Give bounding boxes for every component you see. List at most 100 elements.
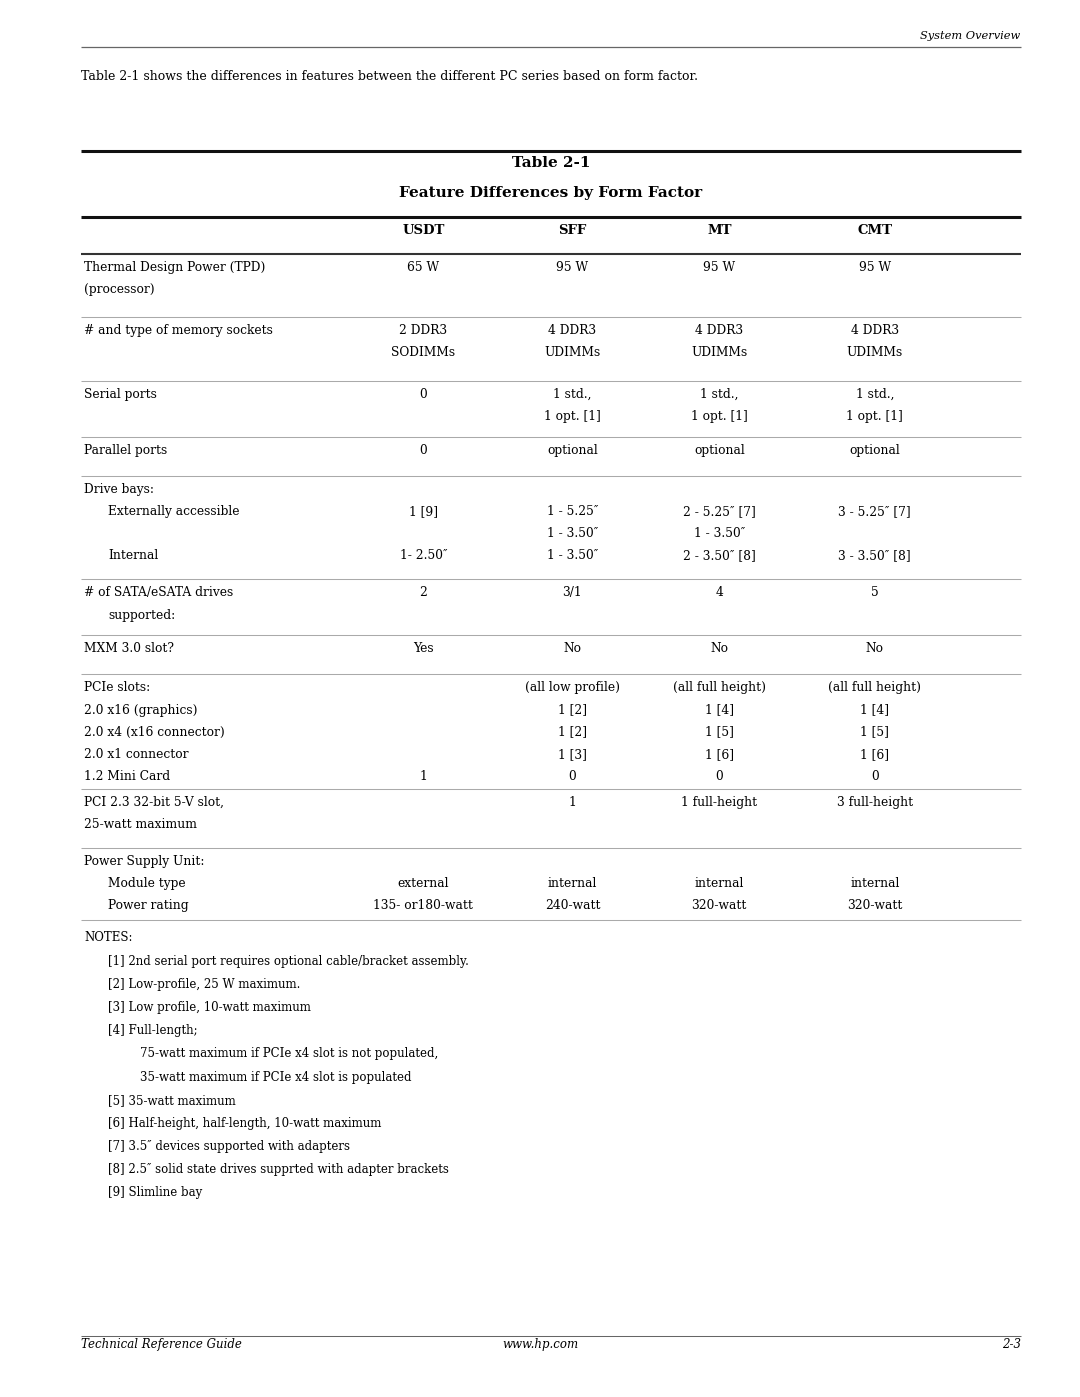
Text: [8] 2.5″ solid state drives supprted with adapter brackets: [8] 2.5″ solid state drives supprted wit…: [108, 1164, 449, 1176]
Text: 1 opt. [1]: 1 opt. [1]: [544, 411, 600, 423]
Text: 1: 1: [568, 796, 577, 809]
Text: 320-watt: 320-watt: [691, 898, 747, 912]
Text: optional: optional: [548, 444, 597, 457]
Text: [3] Low profile, 10-watt maximum: [3] Low profile, 10-watt maximum: [108, 1002, 311, 1014]
Text: 75-watt maximum if PCIe x4 slot is not populated,: 75-watt maximum if PCIe x4 slot is not p…: [140, 1048, 438, 1060]
Text: 1 [3]: 1 [3]: [558, 747, 586, 760]
Text: 2 DDR3: 2 DDR3: [400, 324, 447, 337]
Text: 0: 0: [419, 388, 428, 401]
Text: [7] 3.5″ devices supported with adapters: [7] 3.5″ devices supported with adapters: [108, 1140, 350, 1153]
Text: 1 [6]: 1 [6]: [705, 747, 733, 760]
Text: 2.0 x4 (x16 connector): 2.0 x4 (x16 connector): [84, 725, 225, 739]
Text: SFF: SFF: [558, 224, 586, 237]
Text: 95 W: 95 W: [556, 261, 589, 274]
Text: 1 opt. [1]: 1 opt. [1]: [691, 411, 747, 423]
Text: 5: 5: [870, 587, 879, 599]
Text: # and type of memory sockets: # and type of memory sockets: [84, 324, 273, 337]
Text: Yes: Yes: [413, 643, 434, 655]
Text: Drive bays:: Drive bays:: [84, 483, 154, 496]
Text: 1 [6]: 1 [6]: [861, 747, 889, 760]
Text: Module type: Module type: [108, 877, 186, 890]
Text: PCI 2.3 32-bit 5-V slot,: PCI 2.3 32-bit 5-V slot,: [84, 796, 225, 809]
Text: 3 - 5.25″ [7]: 3 - 5.25″ [7]: [838, 506, 912, 518]
Text: UDIMMs: UDIMMs: [847, 346, 903, 359]
Text: 2 - 5.25″ [7]: 2 - 5.25″ [7]: [683, 506, 756, 518]
Text: Externally accessible: Externally accessible: [108, 506, 240, 518]
Text: (all full height): (all full height): [673, 682, 766, 694]
Text: Parallel ports: Parallel ports: [84, 444, 167, 457]
Text: 35-watt maximum if PCIe x4 slot is populated: 35-watt maximum if PCIe x4 slot is popul…: [140, 1070, 411, 1084]
Text: 0: 0: [568, 770, 577, 782]
Text: 1 full-height: 1 full-height: [681, 796, 757, 809]
Text: Power rating: Power rating: [108, 898, 189, 912]
Text: No: No: [711, 643, 728, 655]
Text: PCIe slots:: PCIe slots:: [84, 682, 150, 694]
Text: 3/1: 3/1: [563, 587, 582, 599]
Text: 0: 0: [715, 770, 724, 782]
Text: 25-watt maximum: 25-watt maximum: [84, 819, 198, 831]
Text: internal: internal: [694, 877, 744, 890]
Text: optional: optional: [694, 444, 744, 457]
Text: supported:: supported:: [108, 609, 175, 622]
Text: [5] 35-watt maximum: [5] 35-watt maximum: [108, 1094, 235, 1106]
Text: 1 [4]: 1 [4]: [861, 704, 889, 717]
Text: 4 DDR3: 4 DDR3: [851, 324, 899, 337]
Text: 240-watt: 240-watt: [544, 898, 600, 912]
Text: # of SATA/eSATA drives: # of SATA/eSATA drives: [84, 587, 233, 599]
Text: 1: 1: [419, 770, 428, 782]
Text: 320-watt: 320-watt: [847, 898, 903, 912]
Text: 1 std.,: 1 std.,: [553, 388, 592, 401]
Text: 2: 2: [419, 587, 428, 599]
Text: MXM 3.0 slot?: MXM 3.0 slot?: [84, 643, 174, 655]
Text: external: external: [397, 877, 449, 890]
Text: [2] Low-profile, 25 W maximum.: [2] Low-profile, 25 W maximum.: [108, 978, 300, 990]
Text: Feature Differences by Form Factor: Feature Differences by Form Factor: [400, 186, 702, 200]
Text: 1 [4]: 1 [4]: [705, 704, 733, 717]
Text: 1 - 3.50″: 1 - 3.50″: [546, 549, 598, 562]
Text: 95 W: 95 W: [703, 261, 735, 274]
Text: Table 2-1 shows the differences in features between the different PC series base: Table 2-1 shows the differences in featu…: [81, 70, 698, 82]
Text: 65 W: 65 W: [407, 261, 440, 274]
Text: SODIMMs: SODIMMs: [391, 346, 456, 359]
Text: 4: 4: [715, 587, 724, 599]
Text: 1 [2]: 1 [2]: [558, 725, 586, 739]
Text: 1 - 3.50″: 1 - 3.50″: [546, 527, 598, 541]
Text: (processor): (processor): [84, 284, 154, 296]
Text: 4 DDR3: 4 DDR3: [696, 324, 743, 337]
Text: 135- or180-watt: 135- or180-watt: [374, 898, 473, 912]
Text: UDIMMs: UDIMMs: [544, 346, 600, 359]
Text: [9] Slimline bay: [9] Slimline bay: [108, 1186, 202, 1200]
Text: 1 [9]: 1 [9]: [409, 506, 437, 518]
Text: Internal: Internal: [108, 549, 159, 562]
Text: www.hp.com: www.hp.com: [502, 1338, 578, 1351]
Text: 1.2 Mini Card: 1.2 Mini Card: [84, 770, 171, 782]
Text: UDIMMs: UDIMMs: [691, 346, 747, 359]
Text: 2.0 x16 (graphics): 2.0 x16 (graphics): [84, 704, 198, 717]
Text: 1 [5]: 1 [5]: [861, 725, 889, 739]
Text: 1 [2]: 1 [2]: [558, 704, 586, 717]
Text: (all low profile): (all low profile): [525, 682, 620, 694]
Text: [4] Full-length;: [4] Full-length;: [108, 1024, 198, 1037]
Text: 95 W: 95 W: [859, 261, 891, 274]
Text: 1 - 3.50″: 1 - 3.50″: [693, 527, 745, 541]
Text: Serial ports: Serial ports: [84, 388, 157, 401]
Text: CMT: CMT: [858, 224, 892, 237]
Text: 2.0 x1 connector: 2.0 x1 connector: [84, 747, 189, 760]
Text: 1 [5]: 1 [5]: [705, 725, 733, 739]
Text: 2-3: 2-3: [1001, 1338, 1021, 1351]
Text: [6] Half-height, half-length, 10-watt maximum: [6] Half-height, half-length, 10-watt ma…: [108, 1118, 381, 1130]
Text: 1- 2.50″: 1- 2.50″: [400, 549, 447, 562]
Text: System Overview: System Overview: [920, 31, 1021, 41]
Text: 1 - 5.25″: 1 - 5.25″: [546, 506, 598, 518]
Text: MT: MT: [707, 224, 731, 237]
Text: 1 std.,: 1 std.,: [855, 388, 894, 401]
Text: NOTES:: NOTES:: [84, 932, 133, 944]
Text: 3 - 3.50″ [8]: 3 - 3.50″ [8]: [838, 549, 912, 562]
Text: USDT: USDT: [402, 224, 445, 237]
Text: Thermal Design Power (TPD): Thermal Design Power (TPD): [84, 261, 266, 274]
Text: internal: internal: [850, 877, 900, 890]
Text: optional: optional: [850, 444, 900, 457]
Text: 1 std.,: 1 std.,: [700, 388, 739, 401]
Text: Power Supply Unit:: Power Supply Unit:: [84, 855, 205, 868]
Text: (all full height): (all full height): [828, 682, 921, 694]
